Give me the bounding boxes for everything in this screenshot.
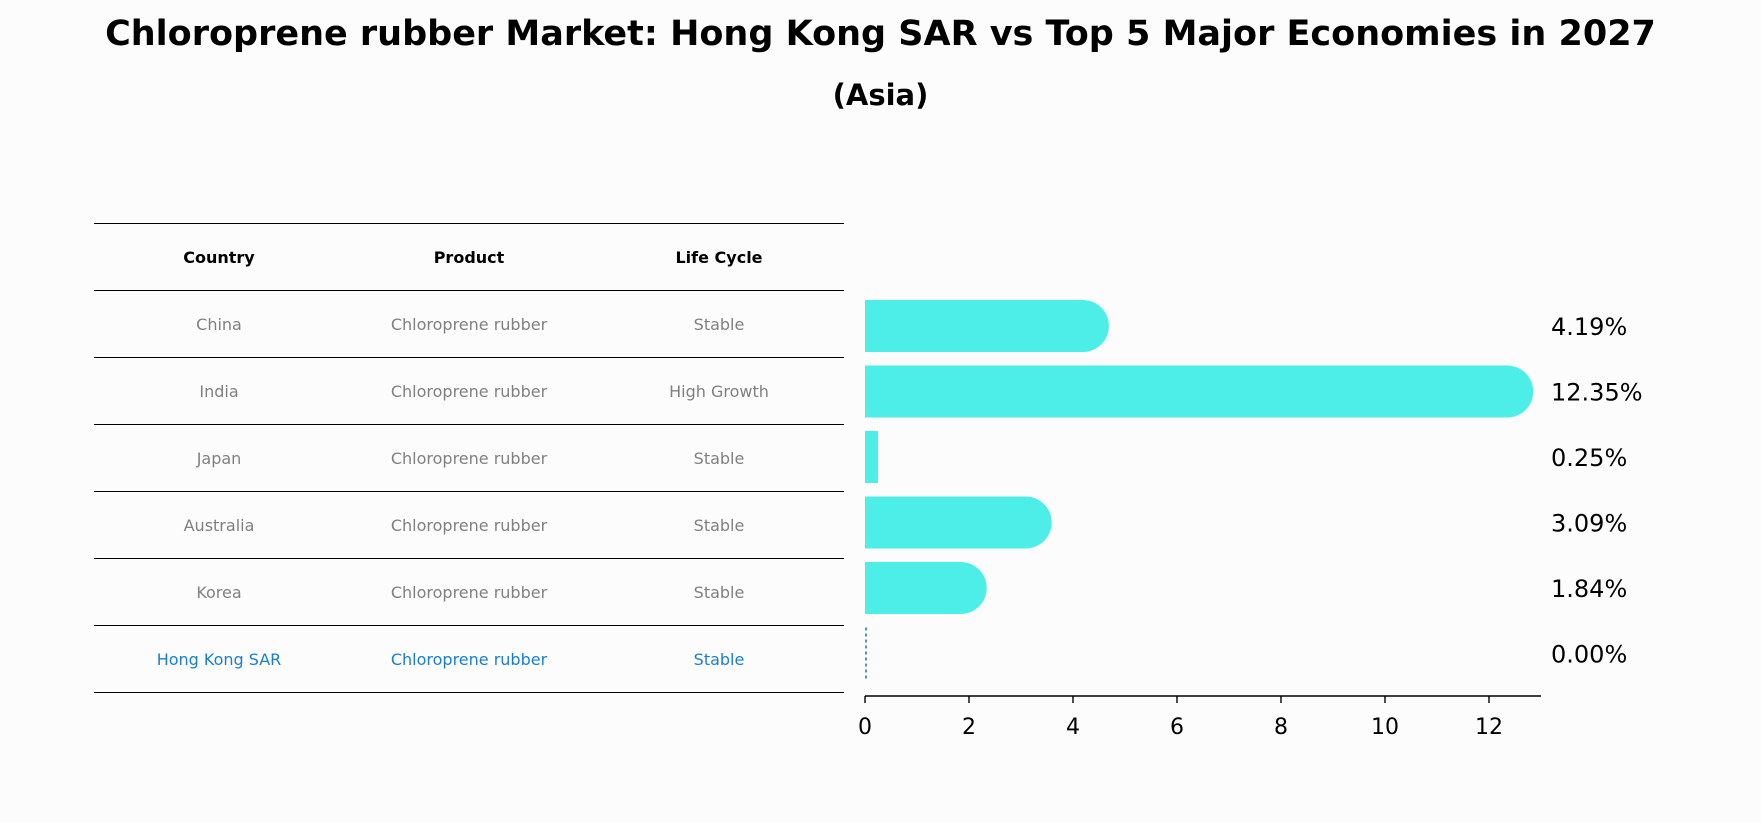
cell-product: Chloroprene rubber — [344, 357, 594, 425]
table-row: Australia Chloroprene rubber Stable — [94, 491, 844, 559]
table-row: Japan Chloroprene rubber Stable — [94, 424, 844, 492]
cell-product: Chloroprene rubber — [344, 491, 594, 559]
x-tick-label-6: 6 — [1170, 715, 1184, 740]
chart-title: Chloroprene rubber Market: Hong Kong SAR… — [105, 14, 1656, 54]
cell-life-cycle: Stable — [594, 491, 844, 559]
x-tick-label-4: 4 — [1066, 715, 1080, 740]
cell-product: Chloroprene rubber — [344, 290, 594, 358]
x-tick-label-2: 2 — [962, 715, 976, 740]
value-label-hong-kong-sar: 0.00% — [1551, 641, 1627, 669]
table-row: India Chloroprene rubber High Growth — [94, 357, 844, 425]
header-country: Country — [94, 223, 344, 291]
cell-product: Chloroprene rubber — [344, 625, 594, 693]
cell-country: Australia — [94, 491, 344, 559]
cell-life-cycle: Stable — [594, 290, 844, 358]
cell-product: Chloroprene rubber — [344, 558, 594, 626]
table-header-row: Country Product Life Cycle — [94, 223, 844, 291]
cell-product: Chloroprene rubber — [344, 424, 594, 492]
chart-subtitle: (Asia) — [832, 78, 929, 112]
data-table: Country Product Life Cycle China Chlorop… — [94, 223, 844, 693]
value-label-japan: 0.25% — [1551, 444, 1627, 472]
cell-country: China — [94, 290, 344, 358]
table-row: Korea Chloroprene rubber Stable — [94, 558, 844, 626]
cell-life-cycle: High Growth — [594, 357, 844, 425]
cell-country: Japan — [94, 424, 344, 492]
bar-india — [865, 365, 1534, 418]
cell-life-cycle: Stable — [594, 424, 844, 492]
value-label-india: 12.35% — [1551, 379, 1643, 407]
table-row-highlight: Hong Kong SAR Chloroprene rubber Stable — [94, 625, 844, 693]
cell-life-cycle: Stable — [594, 625, 844, 693]
x-tick-label-0: 0 — [858, 715, 872, 740]
x-tick-label-10: 10 — [1371, 715, 1399, 740]
bar-china — [865, 300, 1109, 352]
x-tick-label-8: 8 — [1274, 715, 1288, 740]
cell-country: India — [94, 357, 344, 425]
value-label-china: 4.19% — [1551, 313, 1627, 341]
bar-korea — [865, 562, 987, 614]
cell-country: Hong Kong SAR — [94, 625, 344, 693]
cell-life-cycle: Stable — [594, 558, 844, 626]
table-row: China Chloroprene rubber Stable — [94, 290, 844, 358]
value-label-korea: 1.84% — [1551, 575, 1627, 603]
bar-australia — [865, 496, 1052, 549]
value-label-australia: 3.09% — [1551, 510, 1627, 538]
cell-country: Korea — [94, 558, 344, 626]
bar-japan — [865, 431, 878, 483]
header-life-cycle: Life Cycle — [594, 223, 844, 291]
header-product: Product — [344, 223, 594, 291]
x-tick-label-12: 12 — [1475, 715, 1503, 740]
